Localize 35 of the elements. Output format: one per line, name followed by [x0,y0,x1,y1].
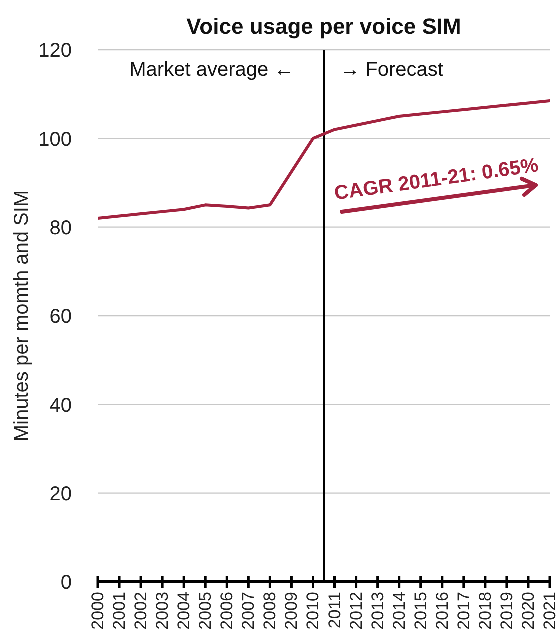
x-tick-label: 2006 [218,592,237,630]
x-tick-label: 2017 [454,592,474,630]
x-tick-label: 2016 [432,592,452,630]
annotation: → Forecast [340,59,444,82]
y-tick-label: 0 [60,572,72,594]
y-axis-title: Minutes per momth and SIM [11,190,33,442]
x-tick-label: 2000 [88,592,108,630]
x-tick-label: 2020 [518,592,538,630]
x-tick-label: 2005 [196,592,216,630]
annotation: Market average ← [130,59,294,82]
y-tick-label: 40 [50,394,72,417]
line-series [98,99,550,220]
x-tick-label: 2011 [325,592,344,629]
y-tick-label: 120 [38,40,72,62]
x-tick-label: 2014 [390,592,409,630]
y-tick-label: 80 [50,217,72,240]
x-tick-label: 2018 [476,592,495,630]
y-tick-label: 20 [50,483,72,506]
x-tick-label: 2001 [110,592,130,630]
x-tick-label: 2013 [368,592,388,630]
x-tick-label: 2021 [540,592,560,630]
x-tick-label: 2010 [304,592,323,630]
x-tick-label: 2004 [174,592,194,630]
x-tick-label: 2009 [282,592,302,630]
x-tick-label: 2008 [260,592,280,630]
y-tick-label: 100 [38,128,72,151]
x-tick-label: 2012 [346,592,366,630]
x-tick-label: 2019 [497,592,516,630]
x-tick-label: 2002 [132,592,151,630]
x-tick-label: 2003 [153,592,172,630]
x-tick-label: 2007 [239,592,258,630]
chart-title: Voice usage per voice SIM [186,14,462,40]
y-tick-label: 60 [50,306,72,328]
x-tick-label: 2015 [411,592,430,630]
annotation: CAGR 2011-21: 0.65% [333,154,540,206]
